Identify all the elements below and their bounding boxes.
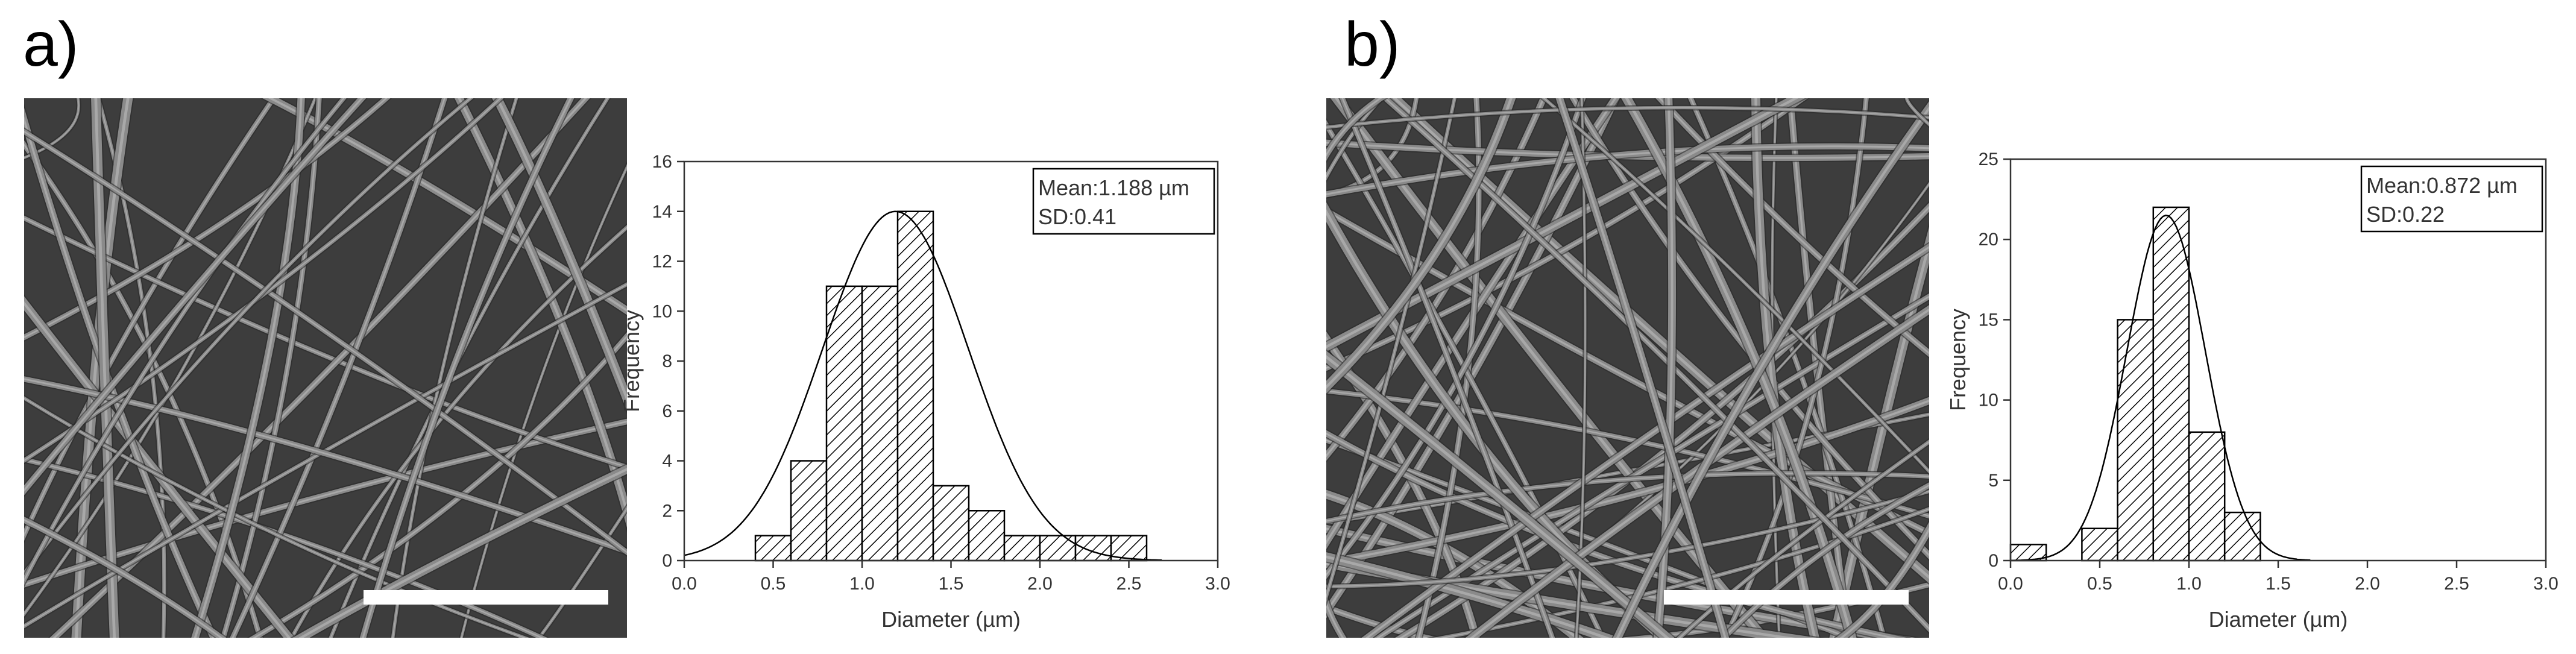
histogram-bar — [1003, 535, 1041, 562]
histogram-bar — [790, 460, 828, 562]
x-tick-label: 2.5 — [2444, 574, 2469, 594]
y-tick-label: 25 — [1979, 149, 1998, 169]
y-tick-label: 4 — [662, 451, 672, 471]
histogram-bar — [754, 535, 792, 562]
sem-fibers-b — [1326, 98, 1929, 638]
histogram-bar — [1074, 535, 1112, 562]
panel-label-a: a) — [23, 10, 79, 80]
mean-annotation: Mean:1.188 µm — [1038, 175, 1189, 200]
histogram-b: 0.0 0.5 1.0 1.5 2.0 2.5 3.0 0 5 10 15 20 25 Diameter … — [1945, 145, 2576, 639]
histogram-bar — [2152, 206, 2190, 562]
panel-label-b: b) — [1344, 10, 1400, 80]
histogram-bar — [861, 285, 899, 562]
y-tick-label: 8 — [662, 351, 672, 371]
sem-image-b — [1326, 98, 1929, 638]
histogram-bar — [2117, 319, 2155, 562]
x-tick-label: 1.5 — [939, 574, 964, 594]
histogram-bar — [932, 485, 970, 562]
sd-annotation: SD:0.41 — [1038, 204, 1116, 229]
x-axis-label: Diameter (µm) — [881, 607, 1021, 632]
y-tick-label: 14 — [652, 202, 672, 222]
x-tick-label: 1.0 — [849, 574, 875, 594]
y-tick-label: 6 — [662, 401, 672, 421]
histogram-a-svg: 0.0 0.5 1.0 1.5 2.0 2.5 3.0 0 2 4 6 8 10 12 14 16 Diamet… — [619, 152, 1230, 632]
x-tick-label: 0.0 — [672, 574, 697, 594]
sem-image-a — [24, 98, 627, 638]
y-tick-label: 0 — [662, 551, 672, 571]
x-tick-label: 2.0 — [2355, 574, 2380, 594]
histogram-bar — [968, 510, 1006, 562]
x-tick-label: 0.0 — [1998, 574, 2023, 594]
fiber-texture — [1326, 98, 1929, 638]
scale-bar-b — [1664, 590, 1909, 605]
y-tick-label: 5 — [1988, 471, 1998, 491]
y-tick-label: 16 — [652, 152, 672, 172]
stats-annotation-box — [1032, 168, 1215, 235]
y-axis-label: Frequency — [1945, 309, 1970, 411]
y-tick-label: 10 — [1979, 391, 1998, 410]
x-tick-label: 3.0 — [2533, 574, 2559, 594]
histogram-bar — [2188, 431, 2226, 562]
sem-fibers-a — [24, 98, 627, 638]
y-axis-label: Frequency — [619, 310, 644, 412]
x-axis-label: Diameter (µm) — [2209, 607, 2348, 632]
x-tick-label: 1.5 — [2266, 574, 2291, 594]
histogram-bar — [2223, 511, 2261, 562]
y-tick-label: 15 — [1979, 310, 1998, 330]
y-tick-label: 0 — [1988, 551, 1998, 571]
scale-bar-a — [364, 590, 608, 605]
histogram-b-svg: 0.0 0.5 1.0 1.5 2.0 2.5 3.0 0 5 10 15 20 25 Diameter … — [1945, 149, 2559, 632]
y-tick-label: 2 — [662, 501, 672, 521]
y-tick-label: 20 — [1979, 230, 1998, 250]
histogram-bar — [896, 210, 934, 562]
y-tick-label: 10 — [652, 301, 672, 321]
y-tick-label: 12 — [652, 252, 672, 272]
fiber-texture — [24, 98, 627, 638]
histogram-bar — [1039, 535, 1077, 562]
histogram-a: 0.0 0.5 1.0 1.5 2.0 2.5 3.0 0 2 4 6 8 10 12 14 16 Diamet… — [619, 145, 1278, 639]
normal-fit-curve — [684, 210, 1162, 561]
histogram-bar — [825, 285, 863, 562]
x-tick-label: 0.5 — [2087, 574, 2112, 594]
x-tick-label: 2.0 — [1027, 574, 1053, 594]
x-tick-label: 2.5 — [1116, 574, 1142, 594]
normal-fit-curve — [2010, 215, 2311, 562]
stats-annotation-box — [2360, 165, 2543, 233]
mean-annotation: Mean:0.872 µm — [2366, 173, 2518, 198]
sd-annotation: SD:0.22 — [2366, 202, 2445, 227]
x-tick-label: 3.0 — [1205, 574, 1230, 594]
histogram-bar — [2081, 527, 2118, 562]
x-tick-label: 0.5 — [761, 574, 786, 594]
x-tick-label: 1.0 — [2176, 574, 2202, 594]
